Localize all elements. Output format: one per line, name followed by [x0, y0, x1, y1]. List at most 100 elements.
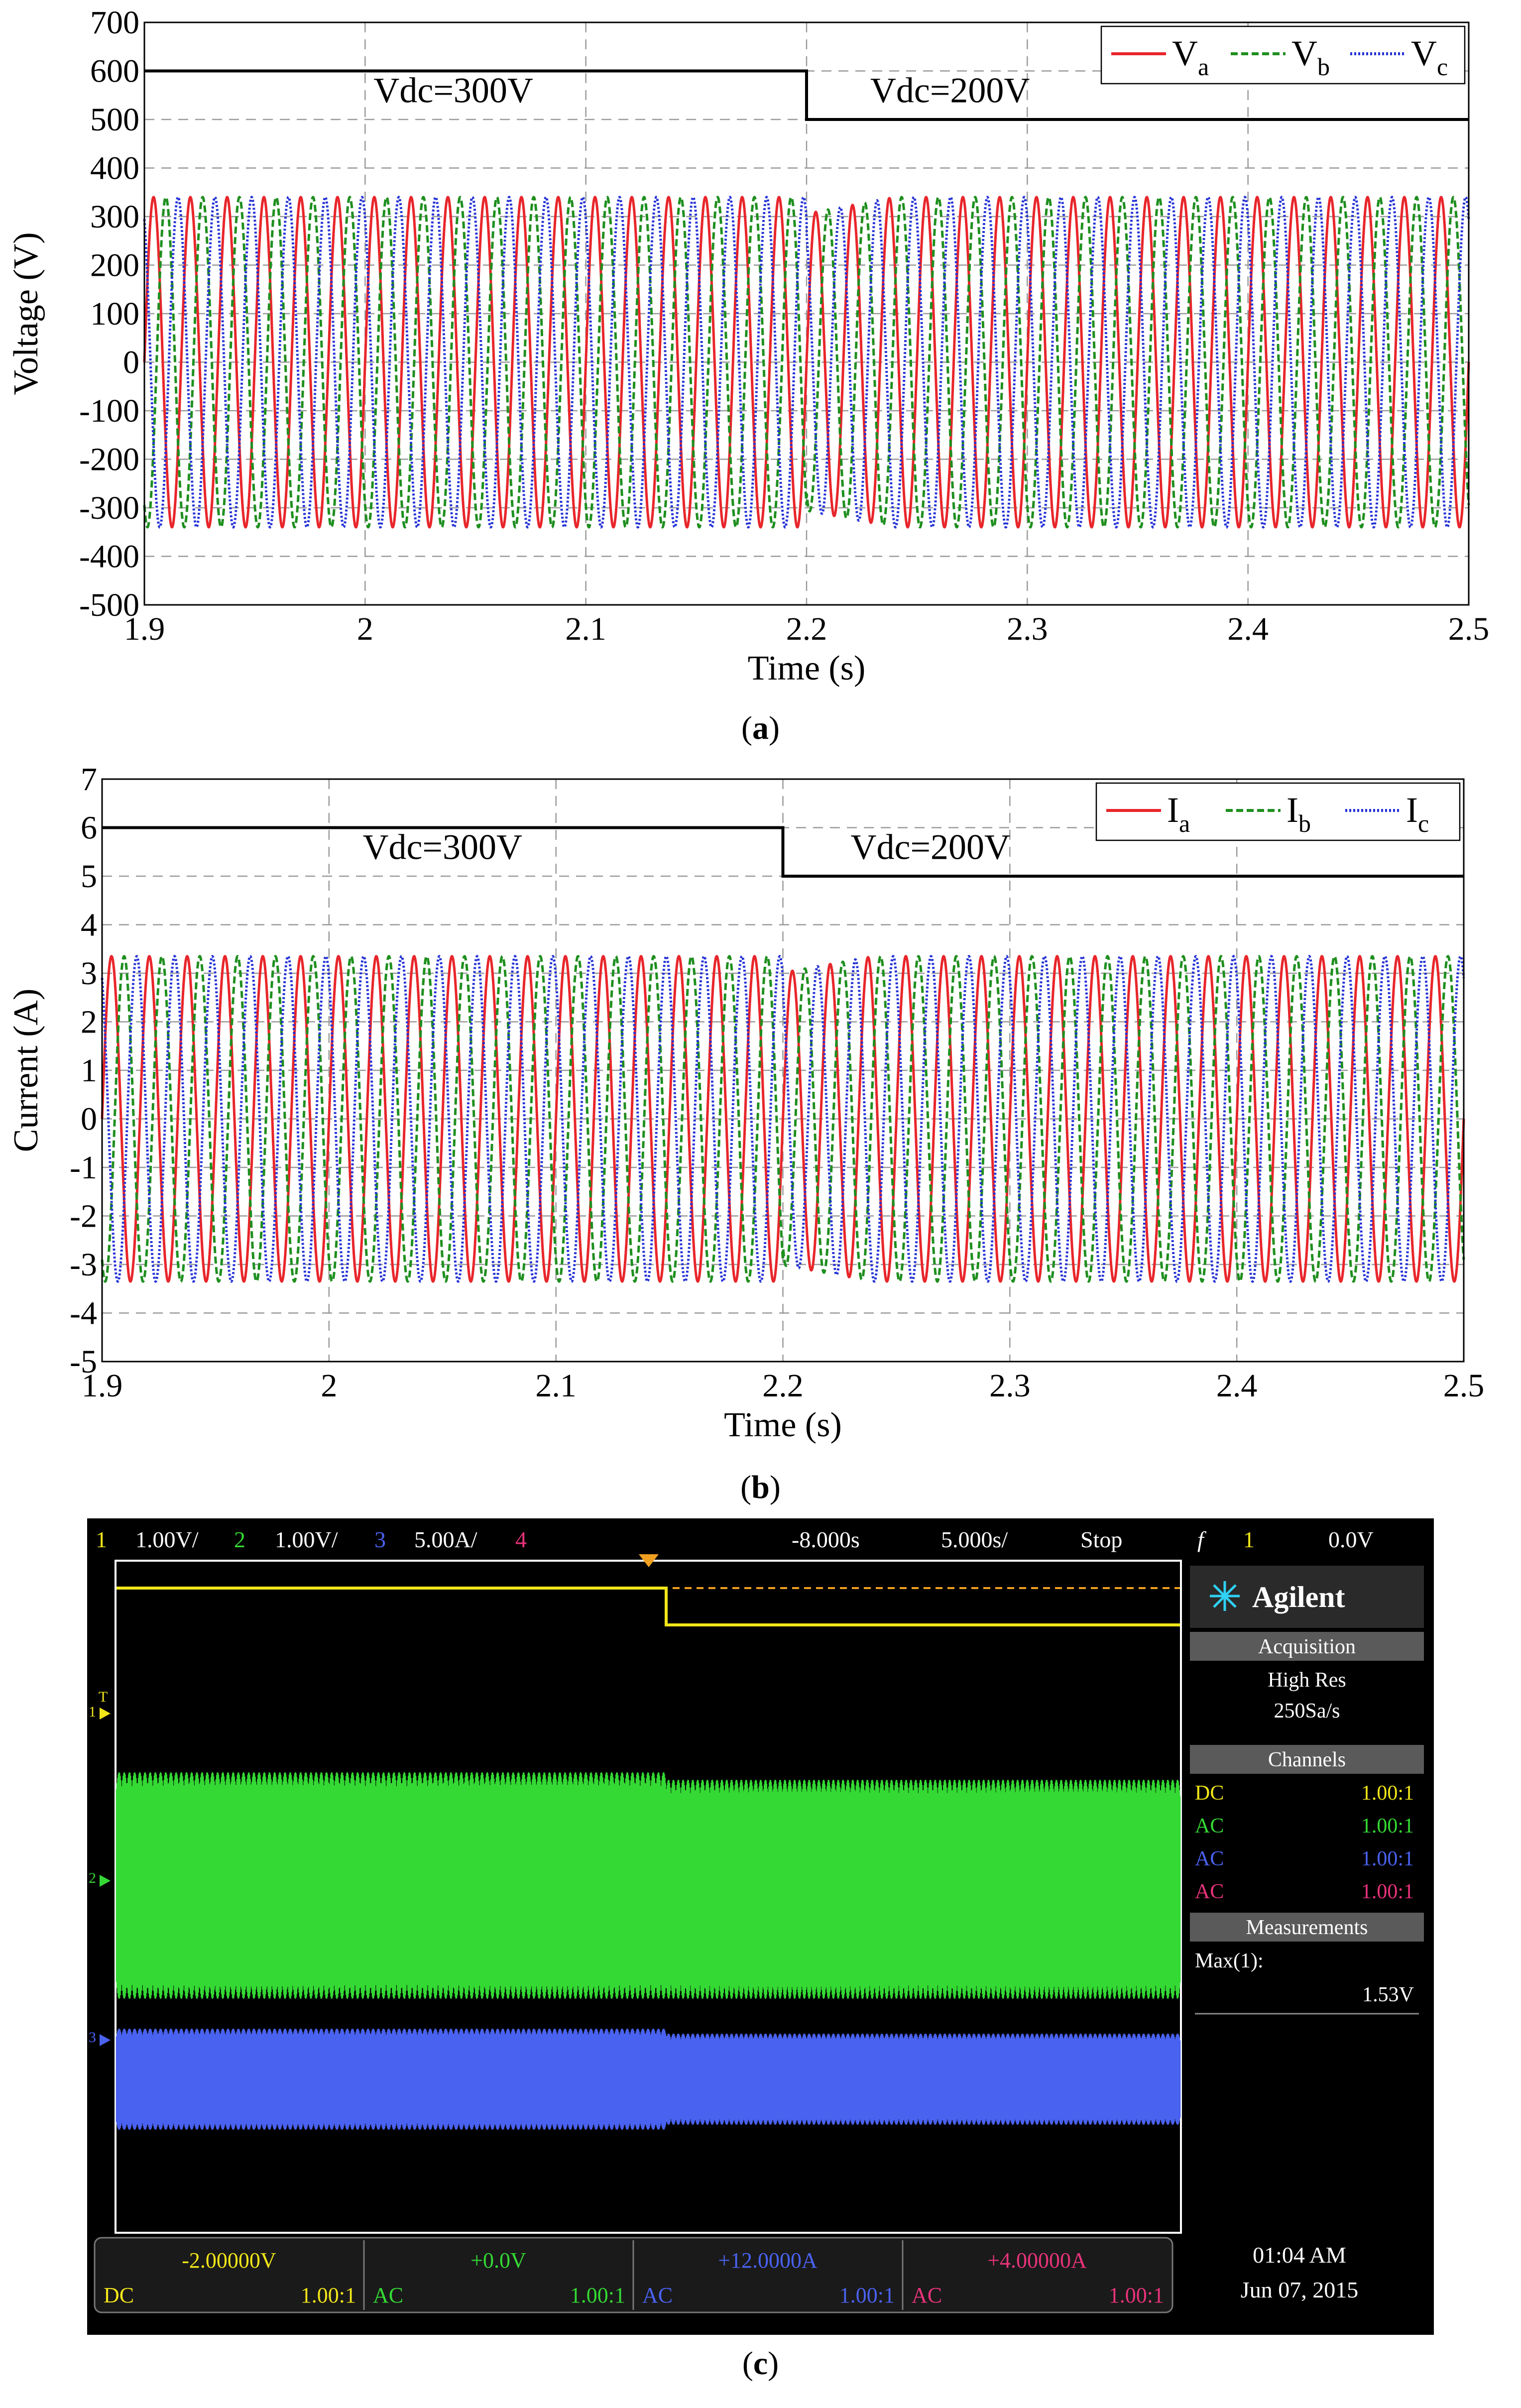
x-tick-label: 1.9: [124, 611, 165, 647]
legend-label: Va: [1172, 33, 1209, 81]
channel-offset[interactable]: +4.00000A: [987, 2248, 1087, 2273]
ch2-ground-marker: 2: [89, 1870, 96, 1886]
vdc-annotation: Vdc=200V: [851, 827, 1011, 867]
legend-label: Ia: [1167, 790, 1190, 837]
y-tick-label: 500: [90, 102, 139, 138]
legend-label: Ib: [1287, 790, 1311, 837]
x-tick-label: 2.3: [1007, 611, 1048, 647]
x-axis-label: Time (s): [724, 1406, 842, 1444]
plot-frame: [143, 21, 1470, 606]
offset-coupling: AC: [642, 2283, 673, 2307]
ch2-label[interactable]: 2: [234, 1527, 245, 1552]
series-line-ib: [101, 955, 1465, 1283]
ch3-marker-arrow: [100, 2034, 111, 2046]
plot-frame: [101, 778, 1465, 1363]
legend-label-sub: c: [1418, 809, 1429, 837]
channel-offset[interactable]: -2.00000V: [182, 2248, 276, 2273]
channel-ratio: 1.00:1: [1361, 1847, 1414, 1870]
series-line-vb: [143, 196, 1470, 529]
channel-ratio: 1.00:1: [1361, 1782, 1414, 1805]
legend-label-sub: a: [1179, 809, 1190, 837]
ch3-ground-marker: 3: [89, 2029, 96, 2046]
channel-coupling[interactable]: DC: [1195, 1782, 1224, 1805]
series-line-ia: [101, 955, 1465, 1283]
y-tick-label: 600: [90, 53, 139, 90]
x-tick-label: 2.5: [1448, 611, 1490, 647]
trigger-ground-marker: T: [99, 1689, 108, 1705]
ch1-ground-marker: 1: [89, 1704, 96, 1720]
trigger-marker: [639, 1554, 659, 1567]
measurements-title: Measurements: [1246, 1916, 1368, 1939]
ch3-label[interactable]: 3: [374, 1527, 386, 1552]
vdc-annotation: Vdc=300V: [362, 827, 522, 867]
y-tick-label: 300: [90, 199, 139, 235]
x-tick-label: 2.1: [535, 1368, 577, 1404]
ch2-marker-arrow: [100, 1875, 111, 1887]
channel-coupling[interactable]: AC: [1195, 1847, 1224, 1870]
y-tick-label: -500: [79, 587, 139, 623]
y-tick-label: -4: [70, 1295, 97, 1332]
channel-coupling[interactable]: AC: [1195, 1880, 1224, 1903]
legend-label-main: I: [1406, 790, 1418, 830]
ground-markers: 1 T 2 3: [89, 1689, 111, 2046]
legend-label-sub: b: [1298, 809, 1311, 837]
vdc-annotation: Vdc=300V: [373, 71, 533, 111]
run-state[interactable]: Stop: [1080, 1527, 1122, 1552]
y-tick-label: 200: [90, 247, 139, 284]
y-tick-label: 4: [81, 907, 97, 943]
vdc-step-line: [102, 826, 1464, 878]
oscilloscope-screen: 1 1.00V/ 2 1.00V/ 3 5.00A/ 4 -8.000s 5.0…: [87, 1518, 1434, 2335]
legend-label: Ic: [1406, 790, 1429, 837]
vdc-step-line: [144, 69, 1469, 121]
ch1-scale: 1.00V/: [135, 1527, 199, 1552]
offset-coupling: AC: [912, 2283, 942, 2307]
voltage-chart: 1.9 2 2.1 2.2 2.3 2.4 2.5 -500 -400 -300 -200 -100 0…: [7, 4, 1490, 688]
trigger-level: 0.0V: [1328, 1527, 1374, 1552]
y-tick-label: -400: [79, 539, 139, 575]
x-tick-label: 2.4: [1216, 1368, 1258, 1404]
channel-coupling[interactable]: AC: [1195, 1815, 1224, 1837]
y-tick-label: -200: [79, 442, 139, 478]
acquisition-header[interactable]: [1190, 1632, 1424, 1661]
acquisition-mode: High Res: [1268, 1669, 1346, 1692]
ch3-waveform-pre: [116, 2029, 667, 2130]
x-tick-label: 2.1: [565, 611, 606, 647]
y-tick-label: -5: [70, 1344, 97, 1380]
legend-label: Vc: [1411, 33, 1448, 81]
offset-ratio: 1.00:1: [301, 2283, 356, 2307]
delay-readout: -8.000s: [792, 1527, 860, 1552]
channels-title: Channels: [1268, 1748, 1346, 1771]
ch3-scale: 5.00A/: [414, 1527, 477, 1552]
series-line-va: [143, 196, 1470, 529]
acquisition-title: Acquisition: [1258, 1635, 1356, 1658]
measurements-header[interactable]: [1190, 1913, 1424, 1942]
y-axis-label: Current (A): [7, 989, 45, 1152]
measurement-label: Max(1):: [1195, 1949, 1264, 1972]
y-tick-label: 7: [81, 761, 97, 798]
x-tick-label: 2.2: [762, 1368, 804, 1404]
x-tick-label: 2.4: [1227, 611, 1269, 647]
ch1-label[interactable]: 1: [96, 1527, 107, 1552]
channel-ratio: 1.00:1: [1361, 1815, 1414, 1837]
legend-label-main: I: [1287, 790, 1298, 830]
y-tick-label: 0: [81, 1101, 97, 1138]
legend-label-main: I: [1167, 790, 1179, 830]
channel-offset[interactable]: +12.0000A: [718, 2248, 818, 2273]
y-tick-label: -1: [70, 1149, 97, 1186]
brand-name: Agilent: [1252, 1581, 1345, 1613]
channels-header[interactable]: [1190, 1745, 1424, 1774]
side-panel: Agilent Acquisition High Res 250Sa/s Cha…: [1190, 1566, 1424, 2015]
vdc-annotation: Vdc=200V: [870, 71, 1030, 111]
x-tick-label: 2.5: [1443, 1368, 1485, 1404]
channel-offset[interactable]: +0.0V: [470, 2248, 526, 2273]
offset-ratio: 1.00:1: [1109, 2283, 1164, 2307]
caption-a: (a): [741, 710, 780, 746]
y-tick-label: -3: [70, 1247, 97, 1283]
measurement-value: 1.53V: [1362, 1983, 1414, 2006]
timebase-readout: 5.000s/: [941, 1527, 1008, 1552]
ch4-label[interactable]: 4: [515, 1527, 527, 1552]
y-tick-label: 100: [90, 296, 139, 332]
ch3-waveform-post: [665, 2034, 1181, 2125]
series-line-vc: [143, 196, 1470, 529]
y-tick-label: 700: [90, 4, 139, 41]
